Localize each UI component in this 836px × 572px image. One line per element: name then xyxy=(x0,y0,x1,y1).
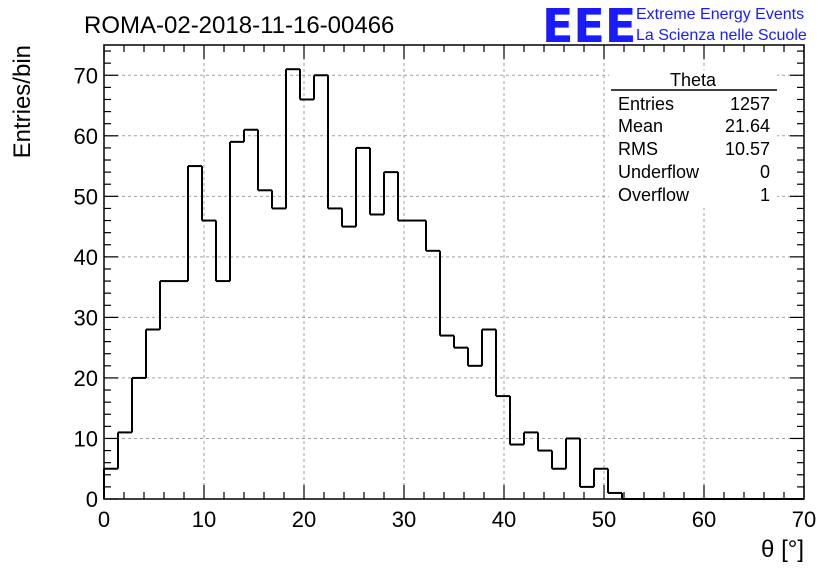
stats-underflow-value: 0 xyxy=(760,162,770,182)
histogram-bin xyxy=(103,467,118,499)
stats-entries-label: Entries xyxy=(618,94,674,114)
y-tick-label: 20 xyxy=(74,366,98,391)
histogram-bin xyxy=(481,328,496,366)
stats-overflow-label: Overflow xyxy=(618,185,690,205)
stats-mean-label: Mean xyxy=(618,116,663,136)
histogram-bin xyxy=(551,450,566,470)
y-tick-label: 50 xyxy=(74,184,98,209)
tick-layer xyxy=(103,45,805,500)
histogram-bin xyxy=(355,146,370,227)
histogram-bin xyxy=(425,220,440,252)
stats-mean-value: 21.64 xyxy=(725,116,770,136)
histogram-bin xyxy=(271,190,286,210)
stats-box-title: Theta xyxy=(670,70,717,90)
histogram-bin xyxy=(579,438,594,488)
x-tick-label: 70 xyxy=(792,507,816,532)
eee-logo-line1: Extreme Energy Events xyxy=(636,6,804,23)
x-tick-label: 20 xyxy=(292,507,316,532)
stats-box: Theta Entries 1257 Mean 21.64 RMS 10.57 … xyxy=(609,70,777,208)
histogram-bin xyxy=(257,129,272,192)
histogram-bin xyxy=(523,431,538,445)
x-tick-label: 30 xyxy=(392,507,416,532)
histogram-bin xyxy=(201,166,216,222)
histogram-bin xyxy=(369,147,384,216)
histogram-bin xyxy=(187,165,202,282)
chart-title: ROMA-02-2018-11-16-00466 xyxy=(84,12,394,39)
stats-entries-value: 1257 xyxy=(730,94,770,114)
histogram-bin xyxy=(453,335,468,349)
y-axis-label: Entries/bin xyxy=(9,45,36,158)
histogram-bin xyxy=(131,376,146,433)
histogram-bin xyxy=(439,250,454,337)
x-tick-label: 60 xyxy=(692,507,716,532)
y-tick-label: 30 xyxy=(74,305,98,330)
histogram-bin xyxy=(509,396,524,446)
eee-logo-line2: La Scienza nelle Scuole xyxy=(636,27,807,44)
histogram-bin xyxy=(285,68,300,209)
y-tick-label: 60 xyxy=(74,124,98,149)
histogram-bin xyxy=(243,128,258,142)
stats-underflow-label: Underflow xyxy=(618,162,700,182)
histogram-bin xyxy=(537,432,552,452)
histogram-layer xyxy=(103,68,804,500)
histogram-bin xyxy=(299,69,314,101)
y-tick-label: 70 xyxy=(74,63,98,88)
x-tick-label: 40 xyxy=(492,507,516,532)
histogram-bin xyxy=(467,347,482,367)
histogram-bin xyxy=(383,171,398,215)
histogram-bin xyxy=(229,140,244,282)
eee-logo: EEE Extreme Energy Events La Scienza nel… xyxy=(542,0,807,53)
x-axis-label: θ [°] xyxy=(761,536,804,563)
stats-rms-value: 10.57 xyxy=(725,139,770,159)
stats-overflow-value: 1 xyxy=(760,185,770,205)
histogram-bin xyxy=(117,431,132,469)
histogram-bin xyxy=(327,75,342,210)
histogram-bin xyxy=(397,172,412,222)
histogram-bin xyxy=(145,328,160,378)
plot-frame xyxy=(103,44,805,500)
y-tick-label: 10 xyxy=(74,426,98,451)
histogram-bin xyxy=(215,220,230,283)
y-tick-label: 0 xyxy=(86,487,98,512)
y-tick-label: 40 xyxy=(74,245,98,270)
stats-rms-label: RMS xyxy=(618,139,658,159)
histogram-bin xyxy=(159,280,174,330)
x-tick-label: 50 xyxy=(592,507,616,532)
histogram-bin xyxy=(313,74,328,100)
x-tick-label: 0 xyxy=(98,507,110,532)
histogram-bin xyxy=(341,208,356,228)
eee-logo-letters: EEE xyxy=(542,0,636,53)
x-tick-label: 10 xyxy=(192,507,216,532)
histogram-bin xyxy=(607,468,622,494)
histogram-bin xyxy=(495,329,510,398)
histogram-bin xyxy=(565,437,580,469)
histogram-bin xyxy=(593,467,608,487)
